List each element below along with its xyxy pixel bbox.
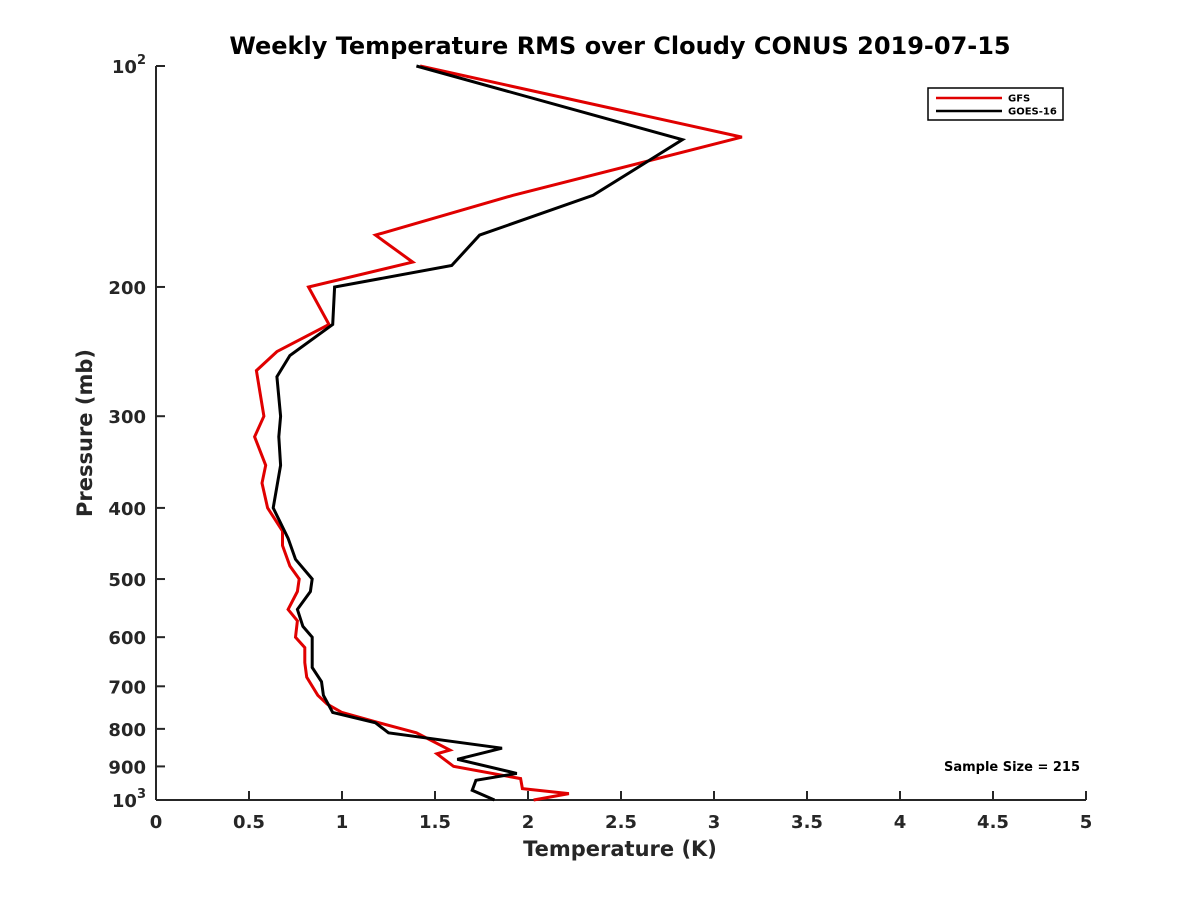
y-tick-label: 103 [112, 787, 146, 812]
x-tick-label: 3.5 [791, 812, 823, 833]
legend: GFS GOES-16 [927, 87, 1064, 121]
x-tick-label: 5 [1080, 812, 1093, 833]
y-tick-label: 400 [108, 499, 146, 520]
y-tick-label: 500 [108, 570, 146, 591]
x-ticks: 0 0.5 1 1.5 2 2.5 3 3.5 4 4.5 5 [150, 791, 1093, 833]
y-tick-label: 200 [108, 278, 146, 299]
y-ticks: 102 200 300 400 500 600 700 800 900 103 [108, 53, 165, 812]
y-tick-label: 700 [108, 677, 146, 698]
y-tick-label: 600 [108, 628, 146, 649]
x-tick-label: 2.5 [605, 812, 637, 833]
y-axis-label: Pressure (mb) [73, 349, 97, 517]
legend-label-goes-16: GOES-16 [1008, 107, 1057, 118]
y-tick-label: 900 [108, 757, 146, 778]
x-tick-label: 2 [522, 812, 535, 833]
series-line-gfs [252, 64, 743, 802]
legend-box [927, 87, 1064, 121]
chart-title: Weekly Temperature RMS over Cloudy CONUS… [229, 32, 1010, 60]
series-line-goes-16 [271, 64, 687, 802]
legend-label-gfs: GFS [1008, 94, 1030, 105]
x-tick-label: 1 [336, 812, 349, 833]
series-group [252, 64, 743, 802]
plot-area: 0 0.5 1 1.5 2 2.5 3 3.5 4 4.5 5 102 200 300 400 500 600… [108, 53, 1092, 833]
sample-size-annotation: Sample Size = 215 [944, 760, 1080, 775]
x-axis-label: Temperature (K) [523, 837, 717, 861]
x-tick-label: 0 [150, 812, 163, 833]
y-tick-label: 102 [112, 53, 146, 78]
y-tick-label: 300 [108, 407, 146, 428]
x-tick-label: 4 [894, 812, 907, 833]
y-tick-label: 800 [108, 720, 146, 741]
x-tick-label: 3 [708, 812, 721, 833]
x-tick-label: 1.5 [419, 812, 451, 833]
x-tick-label: 4.5 [977, 812, 1009, 833]
x-tick-label: 0.5 [233, 812, 265, 833]
